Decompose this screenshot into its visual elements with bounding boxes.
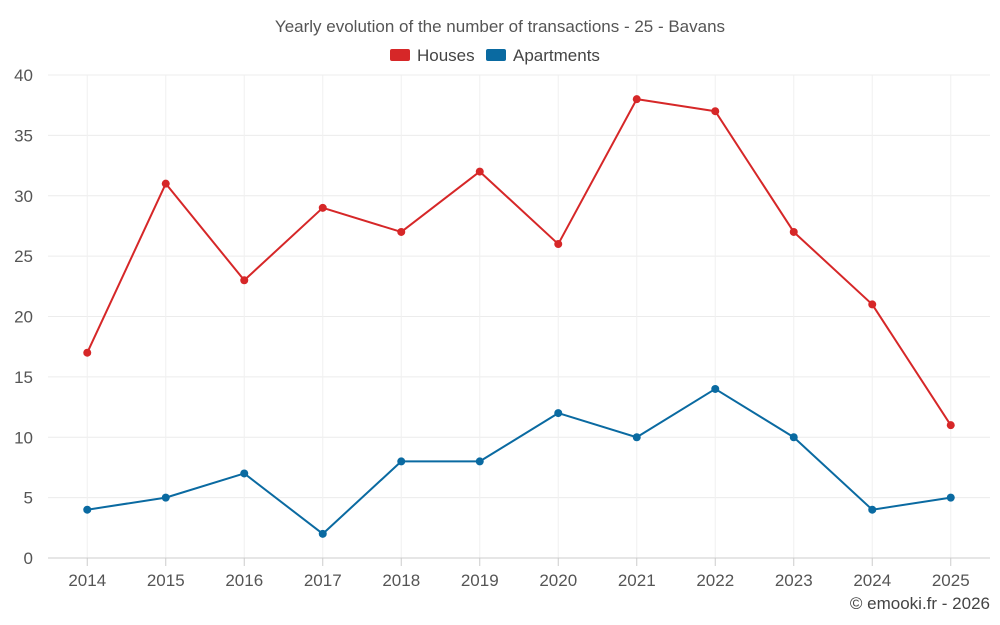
series-line-houses <box>86 98 952 426</box>
data-point-apartments[interactable] <box>946 493 955 502</box>
data-point-apartments[interactable] <box>318 529 327 538</box>
legend-swatch-apartments <box>486 49 506 61</box>
data-point-apartments[interactable] <box>711 384 720 393</box>
data-point-houses[interactable] <box>789 227 798 236</box>
data-point-houses[interactable] <box>318 203 327 212</box>
x-tick-label: 2022 <box>696 571 734 590</box>
x-tick-label: 2024 <box>853 571 891 590</box>
data-point-houses[interactable] <box>554 240 563 249</box>
x-tick-label: 2019 <box>461 571 499 590</box>
legend: Houses Apartments <box>390 46 600 65</box>
data-point-houses[interactable] <box>711 107 720 116</box>
legend-item-houses[interactable]: Houses <box>390 46 475 65</box>
data-point-apartments[interactable] <box>554 409 563 418</box>
legend-label-houses: Houses <box>417 46 475 65</box>
data-point-apartments[interactable] <box>632 433 641 442</box>
data-point-apartments[interactable] <box>789 433 798 442</box>
data-point-apartments[interactable] <box>240 469 249 478</box>
data-point-houses[interactable] <box>475 167 484 176</box>
grid <box>48 74 990 558</box>
y-tick-label: 20 <box>14 308 33 327</box>
y-tick-label: 35 <box>14 126 33 145</box>
y-tick-label: 0 <box>24 549 33 568</box>
legend-swatch-houses <box>390 49 410 61</box>
footer-credit: © emooki.fr - 2026 <box>850 594 990 613</box>
x-tick-label: 2017 <box>304 571 342 590</box>
data-point-houses[interactable] <box>83 348 92 357</box>
data-point-apartments[interactable] <box>397 457 406 466</box>
data-point-apartments[interactable] <box>83 505 92 514</box>
data-point-houses[interactable] <box>632 95 641 104</box>
data-point-houses[interactable] <box>161 179 170 188</box>
x-tick-label: 2015 <box>147 571 185 590</box>
data-point-apartments[interactable] <box>868 505 877 514</box>
x-tick-label: 2014 <box>68 571 106 590</box>
chart-title: Yearly evolution of the number of transa… <box>275 17 725 36</box>
legend-label-apartments: Apartments <box>513 46 600 65</box>
data-point-houses[interactable] <box>946 421 955 430</box>
x-tick-label: 2018 <box>382 571 420 590</box>
data-point-houses[interactable] <box>240 276 249 285</box>
y-tick-label: 25 <box>14 247 33 266</box>
series-line-apartments <box>87 387 951 535</box>
x-tick-label: 2025 <box>932 571 970 590</box>
y-tick-label: 15 <box>14 368 33 387</box>
x-tick-label: 2016 <box>225 571 263 590</box>
x-tick-label: 2020 <box>539 571 577 590</box>
y-tick-label: 5 <box>24 489 33 508</box>
data-point-apartments[interactable] <box>161 493 170 502</box>
x-tick-label: 2023 <box>775 571 813 590</box>
y-tick-label: 30 <box>14 187 33 206</box>
x-tick-label: 2021 <box>618 571 656 590</box>
y-tick-label: 10 <box>14 428 33 447</box>
series <box>83 95 955 538</box>
data-point-houses[interactable] <box>868 300 877 309</box>
data-point-apartments[interactable] <box>475 457 484 466</box>
legend-item-apartments[interactable]: Apartments <box>486 46 600 65</box>
data-point-houses[interactable] <box>397 227 406 236</box>
y-tick-label: 40 <box>14 66 33 85</box>
